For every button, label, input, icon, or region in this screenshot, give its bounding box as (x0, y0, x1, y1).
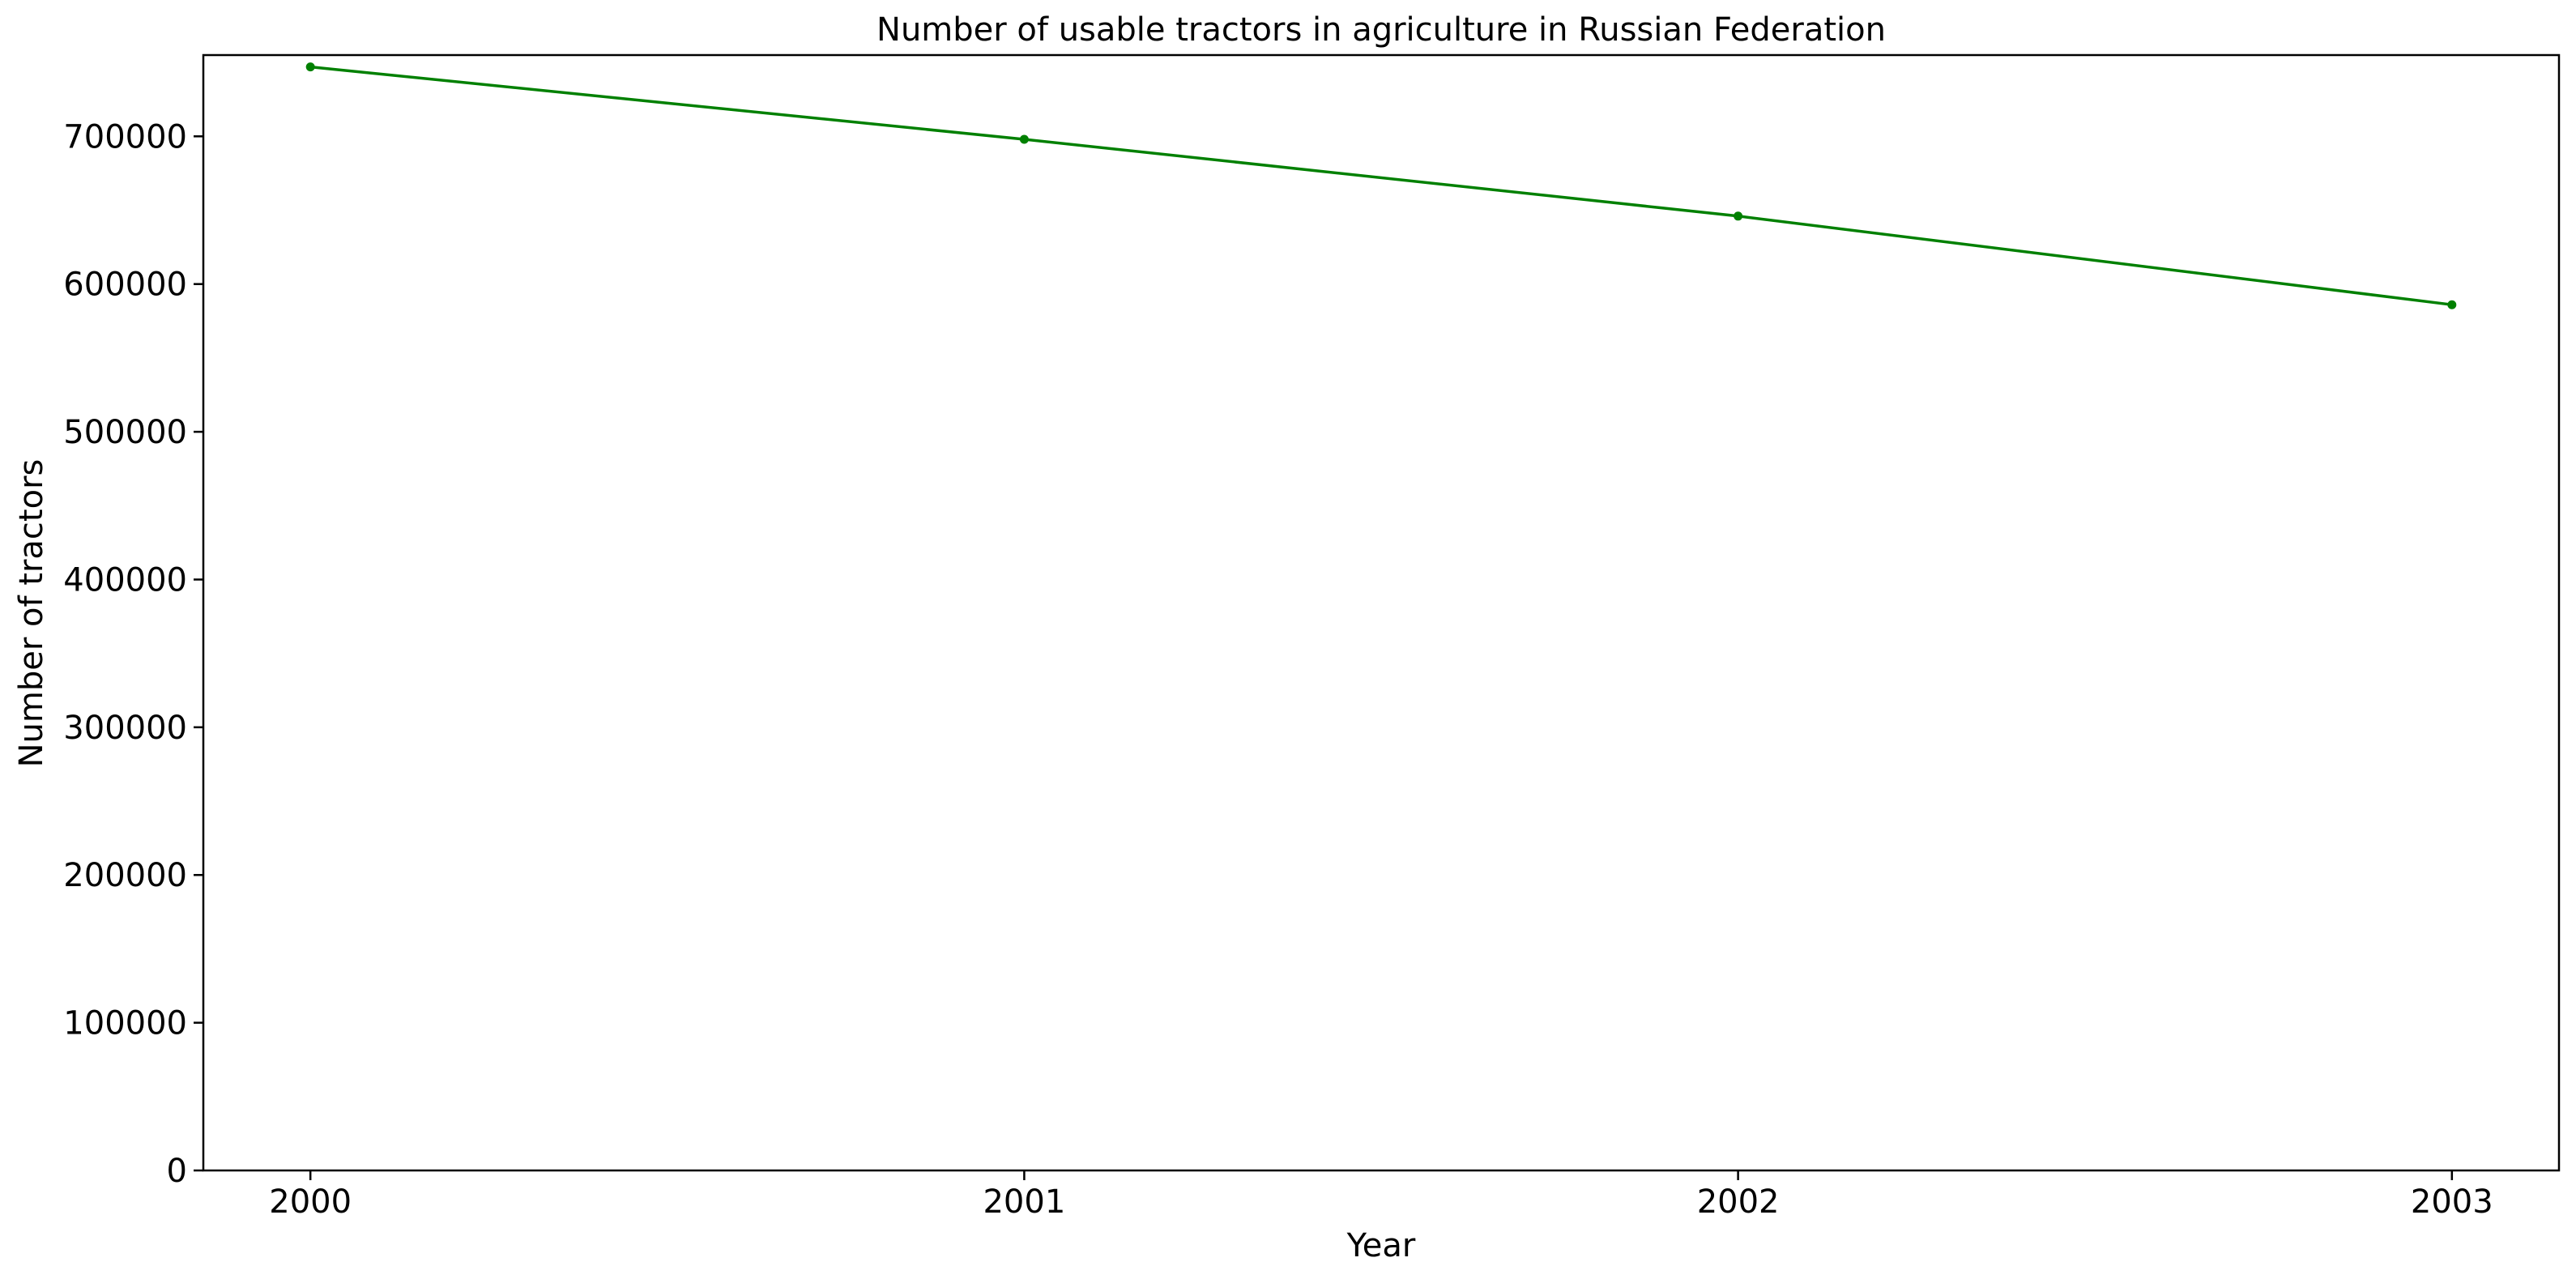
x-tick-label: 2003 (2411, 1183, 2493, 1221)
data-point (1734, 211, 1743, 221)
x-axis-label: Year (1346, 1227, 1416, 1264)
y-tick-label: 0 (167, 1153, 187, 1190)
data-point (1019, 134, 1029, 144)
x-axis-ticks: 2000 2001 2002 2003 (269, 1170, 2493, 1221)
y-axis-label: Number of tractors (13, 459, 50, 768)
y-tick-label: 200000 (63, 857, 187, 894)
data-point (305, 62, 315, 72)
y-tick-label: 100000 (63, 1005, 187, 1042)
x-tick-label: 2000 (269, 1183, 352, 1221)
y-tick-label: 300000 (63, 710, 187, 747)
y-tick-label: 400000 (63, 561, 187, 599)
series-layer (305, 62, 2457, 309)
plot-area-frame (202, 53, 2561, 1172)
data-point (2447, 300, 2457, 309)
x-tick-label: 2001 (983, 1183, 1065, 1221)
y-tick-label: 600000 (63, 266, 187, 304)
x-tick-label: 2002 (1697, 1183, 1780, 1221)
y-axis-ticks: 0 100000 200000 300000 400000 500000 600000 700… (63, 118, 203, 1190)
y-tick-label: 700000 (63, 118, 187, 156)
series-line (310, 65, 2453, 306)
chart-title: Number of usable tractors in agriculture… (876, 11, 1886, 49)
y-tick-label: 500000 (63, 414, 187, 451)
